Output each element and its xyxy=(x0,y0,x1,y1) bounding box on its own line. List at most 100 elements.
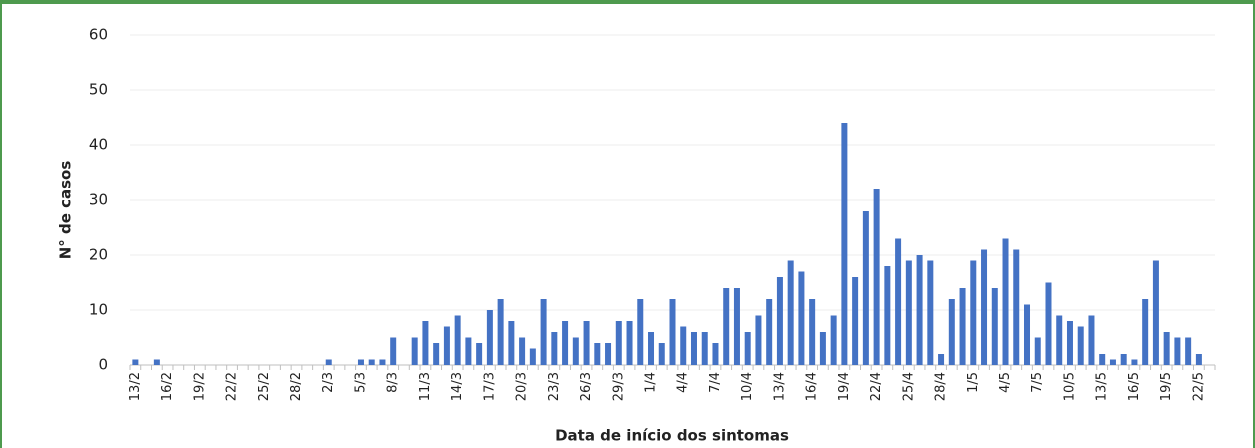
bar xyxy=(787,260,794,365)
bar xyxy=(562,321,569,365)
y-tick-label: 30 xyxy=(89,191,108,209)
bar xyxy=(927,260,934,365)
x-tick-label: 29/3 xyxy=(611,372,626,401)
bar xyxy=(390,337,397,365)
bar xyxy=(1099,354,1106,365)
bar xyxy=(1185,337,1192,365)
bar xyxy=(669,299,676,365)
bar xyxy=(594,343,601,365)
y-tick-label: 10 xyxy=(89,301,108,319)
bar xyxy=(1045,282,1052,365)
x-tick-label: 16/2 xyxy=(160,372,175,401)
bar xyxy=(465,337,472,365)
bar xyxy=(1174,337,1181,365)
y-tick-label: 20 xyxy=(89,246,108,264)
bar xyxy=(572,337,579,365)
bar xyxy=(658,343,665,365)
x-axis-title: Data de início dos sintomas xyxy=(555,427,789,445)
bar xyxy=(508,321,515,365)
bar xyxy=(981,249,988,365)
x-tick-label: 25/2 xyxy=(257,372,272,401)
bar xyxy=(583,321,590,365)
bar xyxy=(841,123,848,365)
bar xyxy=(916,255,923,365)
bar xyxy=(476,343,483,365)
bar xyxy=(701,332,708,365)
x-tick-label: 13/5 xyxy=(1095,372,1110,401)
bar xyxy=(1131,359,1138,365)
bar xyxy=(948,299,955,365)
bar xyxy=(884,266,891,365)
bar xyxy=(1077,326,1084,365)
bar xyxy=(379,359,386,365)
x-tick-label: 28/2 xyxy=(289,372,304,401)
x-tick-label: 22/2 xyxy=(225,372,240,401)
bar xyxy=(819,332,826,365)
x-tick-label: 7/5 xyxy=(1030,372,1045,393)
bar xyxy=(1195,354,1202,365)
bar xyxy=(1056,315,1063,365)
bar xyxy=(1163,332,1170,365)
bar xyxy=(615,321,622,365)
y-tick-label: 60 xyxy=(89,26,108,44)
bar xyxy=(486,310,493,365)
bar xyxy=(454,315,461,365)
x-tick-label: 14/3 xyxy=(450,372,465,401)
x-tick-label: 1/5 xyxy=(966,372,981,393)
bar xyxy=(970,260,977,365)
bar xyxy=(411,337,418,365)
bar xyxy=(357,359,364,365)
x-tick-label: 2/3 xyxy=(321,372,336,393)
x-tick-label: 22/4 xyxy=(869,372,884,401)
x-tick-label: 5/3 xyxy=(353,372,368,393)
bar xyxy=(1013,249,1020,365)
x-tick-label: 26/3 xyxy=(579,372,594,401)
bar xyxy=(368,359,375,365)
bar xyxy=(540,299,547,365)
bar xyxy=(723,288,730,365)
x-tick-label: 13/4 xyxy=(772,372,787,401)
bar xyxy=(1109,359,1116,365)
bar xyxy=(1142,299,1149,365)
x-tick-label: 13/2 xyxy=(128,372,143,401)
bar xyxy=(852,277,859,365)
x-tick-label: 16/5 xyxy=(1127,372,1142,401)
bar xyxy=(938,354,945,365)
x-tick-label: 28/4 xyxy=(934,372,949,401)
x-tick-label: 10/5 xyxy=(1062,372,1077,401)
x-tick-label: 1/4 xyxy=(644,372,659,393)
bar xyxy=(830,315,837,365)
bar xyxy=(626,321,633,365)
x-tick-label: 19/2 xyxy=(192,372,207,401)
bar xyxy=(1034,337,1041,365)
bar xyxy=(905,260,912,365)
x-tick-label: 4/4 xyxy=(676,372,691,393)
bar xyxy=(132,359,139,365)
bar xyxy=(1002,238,1009,365)
x-tick-label: 16/4 xyxy=(805,372,820,401)
bar xyxy=(733,288,740,365)
y-tick-label: 50 xyxy=(89,81,108,99)
bar xyxy=(991,288,998,365)
x-tick-label: 11/3 xyxy=(418,372,433,401)
bar xyxy=(325,359,332,365)
bar xyxy=(776,277,783,365)
y-tick-label: 40 xyxy=(89,136,108,154)
bar xyxy=(497,299,504,365)
bar xyxy=(959,288,966,365)
bar xyxy=(1024,304,1031,365)
x-tick-label: 20/3 xyxy=(515,372,530,401)
bar xyxy=(443,326,450,365)
bar xyxy=(637,299,644,365)
bar xyxy=(422,321,429,365)
x-tick-label: 10/4 xyxy=(740,372,755,401)
y-axis-title: N° de casos xyxy=(57,161,75,260)
bar xyxy=(551,332,558,365)
bar xyxy=(1152,260,1159,365)
bar xyxy=(1120,354,1127,365)
x-tick-label: 19/4 xyxy=(837,372,852,401)
bar xyxy=(809,299,816,365)
y-tick-label: 0 xyxy=(98,356,108,374)
bar xyxy=(873,189,880,365)
